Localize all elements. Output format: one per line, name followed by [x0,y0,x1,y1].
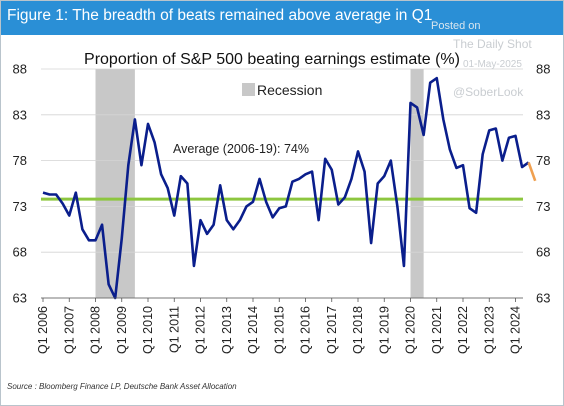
y-tick-label-right: 63 [536,291,550,306]
x-tick-label: Q1 2018 [351,306,365,354]
x-axis-ticks: Q1 2006 Q1 2007 Q1 2008 Q1 2009 Q1 2010 Q1 20… [36,298,523,354]
x-tick-label: Q1 2015 [272,306,286,354]
watermark-posted-on: Posted on [431,20,481,32]
x-tick-label: Q1 2012 [194,306,208,354]
watermark-site: The Daily Shot [453,37,532,51]
figure-header: Figure 1: The breadth of beats remained … [1,1,563,35]
y-axis-left-ticks: 63 68 73 78 83 88 [13,62,27,306]
y-tick-label-left: 68 [13,245,27,260]
y-tick-label-right: 68 [536,245,550,260]
y-tick-label-right: 78 [536,153,550,168]
figure-title: Figure 1: The breadth of beats remained … [7,7,433,24]
x-tick-label: Q1 2011 [167,306,181,353]
y-tick-label-left: 63 [13,291,27,306]
watermark-handle: @SoberLook [453,85,524,99]
legend-recession-label: Recession [257,82,322,98]
y-tick-label-left: 88 [13,62,27,77]
x-tick-label: Q1 2024 [509,306,523,354]
legend-recession-swatch [242,83,255,96]
watermark-date: 01-May-2025 [463,59,522,70]
x-tick-label: Q1 2022 [456,306,470,354]
x-tick-label: Q1 2019 [377,306,391,354]
y-tick-label-left: 83 [13,107,27,122]
series-line-latest [527,161,537,182]
y-tick-label-left: 78 [13,153,27,168]
x-tick-label: Q1 2013 [220,306,234,354]
x-tick-label: Q1 2017 [325,306,339,354]
x-tick-label: Q1 2008 [89,306,103,354]
x-tick-label: Q1 2009 [115,306,129,354]
y-tick-label-right: 73 [536,199,550,214]
y-axis-right-ticks: 63 68 73 78 83 88 [536,62,550,306]
y-tick-label-right: 88 [536,62,550,77]
x-tick-label: Q1 2006 [36,306,50,354]
recession-band [95,69,135,298]
x-tick-label: Q1 2023 [482,306,496,354]
x-tick-label: Q1 2007 [62,306,76,354]
series-layer [42,76,537,300]
series-line-main [42,76,530,300]
y-tick-label-left: 73 [13,199,27,214]
y-tick-label-right: 83 [536,107,550,122]
x-tick-label: Q1 2021 [430,306,444,354]
source-note: Source : Bloomberg Finance LP, Deutsche … [7,382,237,391]
chart-title: Proportion of S&P 500 beating earnings e… [84,51,460,68]
x-tick-label: Q1 2016 [299,306,313,354]
x-tick-label: Q1 2010 [141,306,155,354]
x-tick-label: Q1 2014 [246,306,260,354]
average-label: Average (2006-19): 74% [173,142,309,156]
x-tick-label: Q1 2020 [404,306,418,354]
